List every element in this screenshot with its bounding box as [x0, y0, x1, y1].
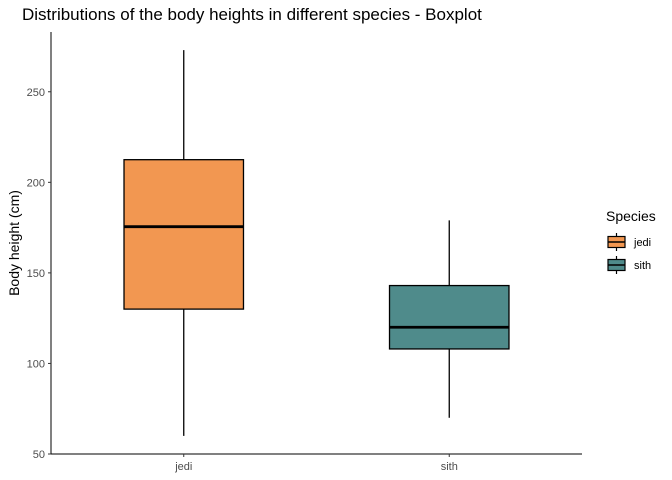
- legend-title: Species: [606, 208, 656, 224]
- legend-label-jedi: jedi: [633, 237, 651, 249]
- box-sith: [388, 284, 510, 350]
- box-jedi: [123, 159, 245, 310]
- x-tick-label: jedi: [174, 461, 192, 473]
- y-tick-label: 250: [27, 87, 45, 99]
- y-tick-label: 50: [33, 449, 45, 461]
- legend: Species jedi sith: [606, 208, 656, 274]
- plot-area: 50 100 150 200 250 jedi sith: [27, 32, 582, 473]
- chart-title: Distributions of the body heights in dif…: [22, 5, 482, 24]
- y-axis-label: Body height (cm): [6, 190, 22, 296]
- x-tick-label: sith: [441, 461, 458, 473]
- y-tick-label: 150: [27, 268, 45, 280]
- legend-label-sith: sith: [634, 260, 651, 272]
- y-tick-label: 100: [27, 358, 45, 370]
- y-tick-label: 200: [27, 177, 45, 189]
